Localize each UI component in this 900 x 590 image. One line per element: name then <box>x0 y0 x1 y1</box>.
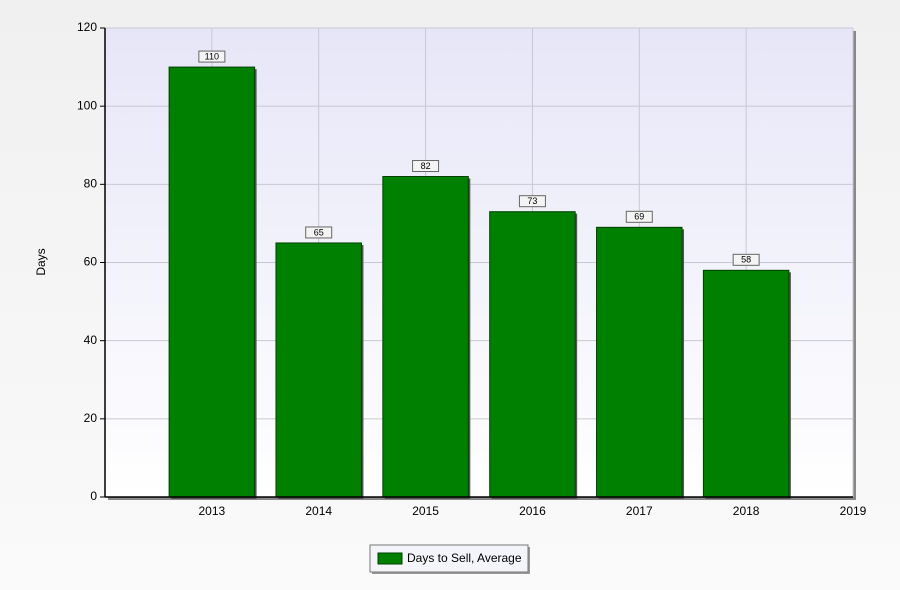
y-tick-label: 40 <box>84 333 98 347</box>
x-tick-label: 2019 <box>840 504 867 518</box>
y-tick-label: 0 <box>90 489 97 503</box>
value-label: 82 <box>412 160 440 173</box>
value-label-text: 58 <box>741 255 751 265</box>
y-axis-label: Days <box>34 248 48 275</box>
value-label: 73 <box>518 195 546 208</box>
y-tick-label: 100 <box>77 98 97 112</box>
value-label-box <box>198 50 226 63</box>
x-tick-label: 2013 <box>199 504 226 518</box>
y-tick-label: 20 <box>84 411 98 425</box>
x-tick-label: 2017 <box>626 504 653 518</box>
value-label: 69 <box>625 210 653 223</box>
y-tick-label: 80 <box>84 177 98 191</box>
bar <box>489 211 576 498</box>
x-tick-label: 2015 <box>412 504 439 518</box>
legend-swatch <box>377 552 403 565</box>
bar <box>596 226 683 498</box>
value-label-text: 82 <box>421 161 431 171</box>
bar <box>382 176 469 498</box>
x-tick-label: 2018 <box>733 504 760 518</box>
legend-label: Days to Sell, Average <box>407 551 522 565</box>
value-label-box <box>412 160 440 173</box>
value-label-text: 69 <box>634 212 644 222</box>
value-label: 58 <box>732 253 760 266</box>
y-tick-label: 120 <box>77 20 97 34</box>
value-label: 65 <box>305 226 333 239</box>
value-label-box <box>625 210 653 223</box>
bar <box>702 269 790 498</box>
value-label-text: 65 <box>314 227 324 237</box>
y-tick-label: 60 <box>84 255 98 269</box>
value-label-text: 73 <box>527 196 537 206</box>
value-label-text: 110 <box>205 51 219 61</box>
bar <box>275 242 362 498</box>
value-label-box <box>518 195 546 208</box>
bar <box>168 66 256 498</box>
value-label: 110 <box>198 50 226 63</box>
value-label-box <box>305 226 333 239</box>
value-label-box <box>732 253 760 266</box>
x-tick-label: 2014 <box>305 504 332 518</box>
x-tick-label: 2016 <box>519 504 546 518</box>
